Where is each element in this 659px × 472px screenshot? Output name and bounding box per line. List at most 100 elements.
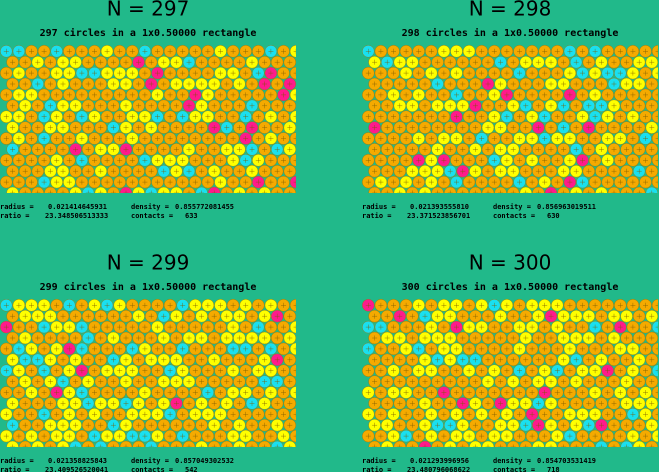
circle-mark xyxy=(104,411,110,417)
circle-mark xyxy=(10,190,16,193)
circle-mark xyxy=(29,390,34,395)
circle xyxy=(44,186,57,193)
circle-mark xyxy=(643,324,648,330)
circle-mark xyxy=(199,59,205,65)
density-value: 0.854703531419 xyxy=(537,457,596,465)
circle-mark xyxy=(403,433,409,439)
circle-mark xyxy=(378,48,384,54)
circle-mark xyxy=(384,190,390,193)
circle-mark xyxy=(510,146,516,152)
circle xyxy=(233,186,246,193)
circle xyxy=(289,364,296,377)
circle-mark xyxy=(409,146,415,152)
circle-mark xyxy=(98,103,104,109)
circle-mark xyxy=(365,179,371,185)
circle-mark xyxy=(73,125,79,131)
circle-mark xyxy=(249,190,255,193)
circle-mark xyxy=(617,179,623,185)
circle-mark xyxy=(624,190,630,193)
circle-mark xyxy=(249,444,255,447)
circle xyxy=(507,186,520,193)
circle-mark xyxy=(22,379,28,385)
circle-mark xyxy=(92,179,97,185)
circle-mark xyxy=(391,302,396,308)
circle-mark xyxy=(155,114,160,120)
circle-mark xyxy=(10,357,16,363)
circle-mark xyxy=(142,368,148,374)
circle-mark xyxy=(205,302,211,308)
circle-mark xyxy=(636,59,642,65)
ratio-value: 23.371523856701 xyxy=(407,212,470,220)
circle-mark xyxy=(605,455,610,460)
circle-mark xyxy=(643,411,648,417)
circle-mark xyxy=(73,335,79,341)
circle-mark xyxy=(372,59,378,65)
circle-mark xyxy=(255,324,261,330)
circle-mark xyxy=(655,157,658,163)
panel-title: N = 299 xyxy=(107,251,190,275)
circle-mark xyxy=(636,335,642,341)
circle-mark xyxy=(580,157,585,163)
circle-mark xyxy=(136,379,142,385)
circle-mark xyxy=(580,179,585,185)
circle-mark xyxy=(592,114,598,120)
circle-mark xyxy=(262,146,268,152)
circle-mark xyxy=(22,400,28,406)
circle-mark xyxy=(218,411,223,417)
circle-mark xyxy=(243,70,249,76)
circle xyxy=(607,440,621,447)
circle-mark xyxy=(504,390,510,395)
circle xyxy=(289,66,296,80)
circle-mark xyxy=(391,157,396,163)
circle-mark xyxy=(79,346,85,352)
circle-mark xyxy=(54,179,60,185)
circle-mark xyxy=(523,444,529,447)
ratio-label: ratio = xyxy=(0,212,30,220)
circle-mark xyxy=(211,313,217,319)
circle-mark xyxy=(249,125,255,131)
circle-mark xyxy=(454,136,459,141)
circle-mark xyxy=(447,444,453,447)
circle-mark xyxy=(22,313,28,319)
circle-mark xyxy=(281,48,286,54)
circle-mark xyxy=(372,444,378,447)
circle-mark xyxy=(236,59,242,65)
circle-mark xyxy=(224,422,230,428)
circle-mark xyxy=(655,411,658,417)
circle-mark xyxy=(655,136,658,141)
circle-mark xyxy=(649,444,655,447)
circle-mark xyxy=(47,59,53,65)
circle-mark xyxy=(60,400,66,406)
circle-mark xyxy=(428,368,434,374)
circle-mark xyxy=(479,433,485,439)
circle-mark xyxy=(3,433,9,439)
circle-mark xyxy=(274,379,280,385)
circle-mark xyxy=(211,357,217,363)
circle-mark xyxy=(542,48,548,54)
circle-mark xyxy=(123,335,129,341)
circle-mark xyxy=(92,346,97,352)
circle-mark xyxy=(249,59,255,65)
circle-mark xyxy=(643,92,648,98)
circle-mark xyxy=(624,103,630,109)
circle xyxy=(614,452,626,464)
circle-mark xyxy=(504,114,510,120)
circle xyxy=(271,186,284,193)
circle-mark xyxy=(542,157,548,163)
circle xyxy=(252,452,264,464)
radius-value: 0.021393555810 xyxy=(410,203,469,211)
circle-mark xyxy=(592,136,598,141)
circle-mark xyxy=(268,390,274,395)
circle-mark xyxy=(92,368,97,374)
circle-mark xyxy=(16,324,22,330)
circle-mark xyxy=(548,168,554,174)
packing xyxy=(0,45,296,193)
circle-mark xyxy=(205,48,211,54)
circle-mark xyxy=(617,92,623,98)
circle-mark xyxy=(281,157,286,163)
circle-mark xyxy=(624,313,630,319)
circle-mark xyxy=(268,48,274,54)
circle-mark xyxy=(41,346,47,352)
circle-mark xyxy=(428,70,434,76)
circle-mark xyxy=(454,433,459,439)
